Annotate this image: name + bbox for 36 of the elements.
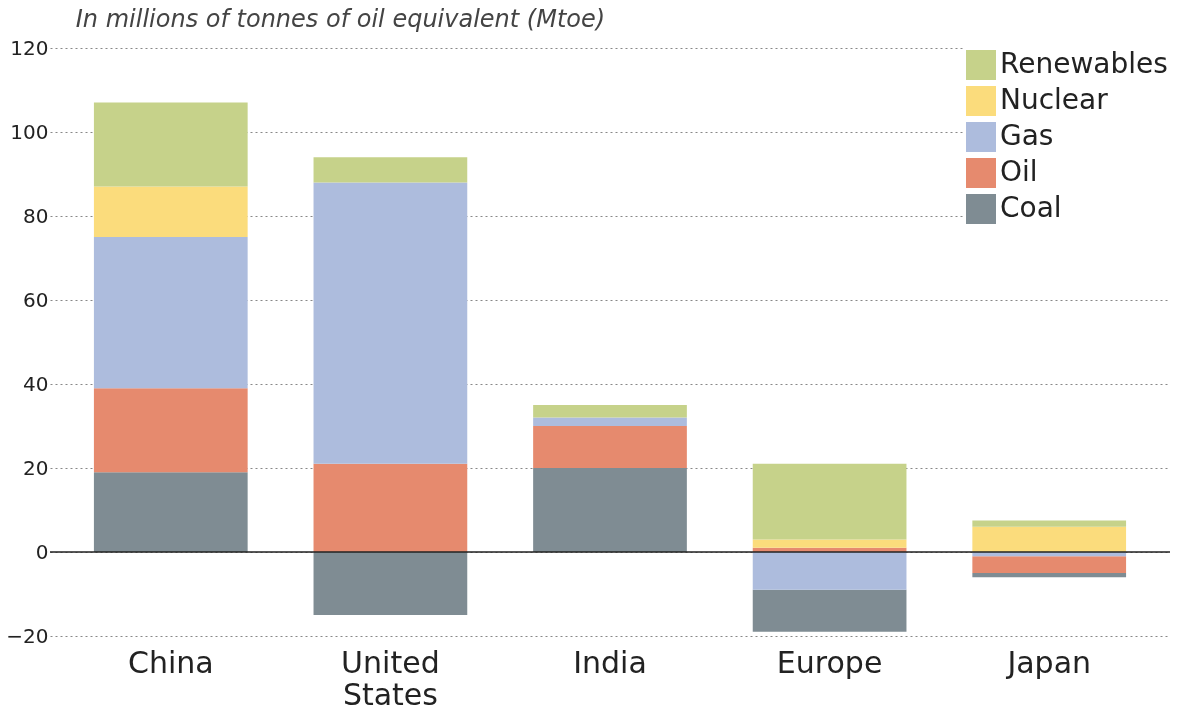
x-tick-label: China (127, 644, 214, 680)
legend-label: Gas (1000, 119, 1054, 152)
y-tick-label: 20 (23, 455, 49, 480)
y-tick-label: 100 (10, 119, 49, 144)
bar (313, 552, 468, 615)
y-tick-label: 120 (10, 35, 49, 60)
chart-title: In millions of tonnes of oil equivalent (Mtoe) (75, 5, 606, 33)
bar (93, 186, 248, 237)
bar (93, 102, 248, 187)
bar (533, 426, 687, 468)
y-tick-label: 60 (23, 287, 49, 312)
bar (313, 157, 468, 183)
legend-label: Renewables (1000, 47, 1168, 80)
x-tick-label: India (573, 644, 647, 680)
x-tick-label: Europe (776, 644, 883, 680)
bar (972, 526, 1127, 552)
bar (313, 463, 468, 552)
legend-label: Nuclear (1000, 83, 1109, 116)
bar (972, 520, 1127, 527)
y-tick-label: 0 (35, 539, 49, 564)
bar (752, 539, 907, 548)
bar (752, 463, 907, 540)
x-tick-label: Japan (1005, 644, 1092, 680)
bar (93, 237, 248, 389)
bar (972, 556, 1127, 573)
legend-label: Coal (1000, 191, 1062, 224)
bar (533, 417, 687, 426)
legend-label: Oil (1000, 155, 1038, 188)
bar (533, 405, 687, 418)
bar (313, 182, 468, 464)
y-tick-label: 40 (23, 371, 49, 396)
y-tick-label: 80 (23, 203, 49, 228)
bar (93, 388, 248, 473)
bar (93, 472, 248, 552)
x-tick-label: United States (341, 644, 440, 712)
y-tick-label: −20 (6, 623, 49, 648)
